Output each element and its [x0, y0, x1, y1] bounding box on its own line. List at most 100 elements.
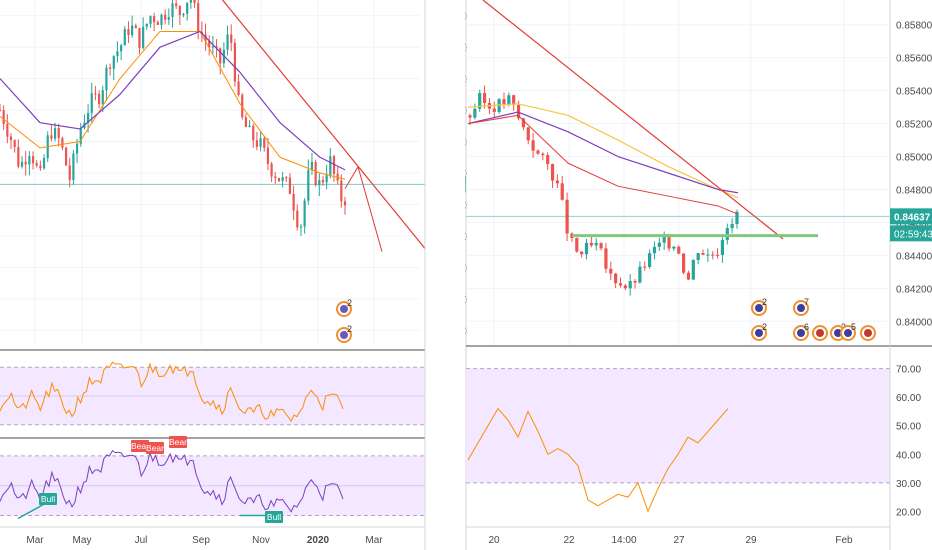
left-candle [28, 156, 31, 165]
left-candle [321, 180, 325, 183]
left-candle [109, 67, 112, 69]
left-candle [123, 29, 126, 46]
right-candle [715, 254, 720, 256]
left-candle [39, 165, 42, 169]
left-x-tick-label: Jul [135, 535, 148, 546]
right-price-tick-label: 0.85200 [896, 120, 932, 131]
left-candle [303, 200, 306, 227]
left-candle [0, 110, 2, 112]
right-price-tick-label: 0.85000 [896, 153, 932, 164]
right-price-tick-label: 0.85400 [896, 87, 932, 98]
right-candle [662, 237, 666, 243]
left-candle [31, 156, 35, 164]
right-rsi-tick-label: 40.00 [896, 450, 921, 461]
left-x-tick-label: Sep [192, 535, 210, 546]
left-projection [344, 166, 383, 252]
left-candle [215, 46, 218, 49]
right-rsi-tick-label: 50.00 [896, 422, 921, 433]
right-candle [706, 254, 710, 256]
left-candle [13, 140, 16, 148]
signal-label: Bear [146, 443, 164, 453]
left-candle [97, 94, 101, 105]
right-trendline [482, 0, 784, 240]
right-candle [618, 283, 623, 286]
left-candle [193, 0, 196, 4]
left-candle [164, 14, 167, 20]
left-candle [6, 124, 9, 137]
left-candle [105, 67, 108, 91]
left-candle [189, 0, 192, 3]
right-candle [531, 140, 535, 151]
right-price-axis: 0.85800 0.85600 0.85400 0.85200 0.85000 0.848… [889, 0, 932, 550]
left-candle [72, 153, 75, 180]
left-x-tick-label: 2020 [307, 535, 330, 546]
left-candle [233, 42, 236, 82]
left-candle [75, 143, 79, 154]
left-candle [116, 51, 119, 57]
right-candle [711, 254, 715, 256]
left-ma-slow [0, 30, 346, 171]
left-trendline [221, 0, 426, 249]
right-candle [473, 108, 477, 118]
left-candle [310, 162, 314, 171]
left-x-tick-label: Mar [26, 535, 44, 546]
right-candle [536, 150, 540, 154]
event-badge-flag-icon [834, 329, 842, 337]
right-price-tick-label: 0.85800 [896, 21, 932, 32]
left-candle [131, 25, 134, 36]
right-candle [570, 233, 574, 238]
signal-badge [39, 493, 57, 505]
left-candle [64, 147, 68, 166]
event-badge-flag-icon [755, 329, 763, 337]
signal-label: Bull [267, 512, 281, 522]
right-candle [526, 127, 530, 141]
left-candle [285, 177, 288, 179]
left-candle [86, 112, 90, 123]
right-ma-fast [467, 114, 739, 215]
left-candle [208, 40, 211, 48]
event-badge-count: 7 [804, 297, 809, 307]
right-candle [594, 242, 598, 246]
left-candle [156, 22, 159, 26]
left-price-pane: 22 [0, 0, 426, 346]
right-x-tick-label: Feb [835, 535, 853, 546]
right-price-tick-label: 0.84400 [896, 251, 932, 262]
left-x-tick-label: May [73, 535, 92, 546]
left-rsi-2-line [0, 449, 344, 513]
left-candle [252, 125, 255, 141]
left-candle [9, 136, 13, 141]
left-candle [20, 161, 24, 167]
right-candle [482, 93, 487, 103]
left-candle [329, 156, 332, 176]
right-candle [725, 228, 729, 240]
left-candle [42, 158, 46, 169]
left-candle [167, 17, 170, 20]
right-candle [541, 153, 545, 156]
left-candle [61, 137, 64, 148]
right-candle [521, 118, 525, 128]
event-badge-flag-icon [755, 304, 763, 312]
left-candle [127, 29, 130, 36]
left-candle [171, 3, 174, 18]
right-candle [584, 242, 589, 255]
signal-badge [146, 442, 164, 454]
right-candle [643, 266, 647, 268]
left-candle [270, 163, 273, 177]
left-ma-fast [0, 30, 346, 180]
right-candle [701, 253, 705, 255]
left-candle [237, 81, 240, 95]
right-price-tick-label: 0.84200 [896, 284, 932, 295]
right-candle [691, 260, 695, 280]
left-candle [325, 175, 328, 183]
left-candle [230, 34, 233, 43]
left-candle [277, 178, 281, 182]
right-rsi-band [466, 368, 890, 483]
left-candle [145, 23, 148, 27]
right-candle [550, 164, 555, 181]
left-x-tick-label: Mar [365, 535, 383, 546]
event-badge-flag-icon [797, 329, 805, 337]
right-candle [657, 242, 661, 247]
right-candle [633, 281, 637, 283]
countdown-tag [890, 225, 932, 242]
left-candle [142, 26, 145, 48]
